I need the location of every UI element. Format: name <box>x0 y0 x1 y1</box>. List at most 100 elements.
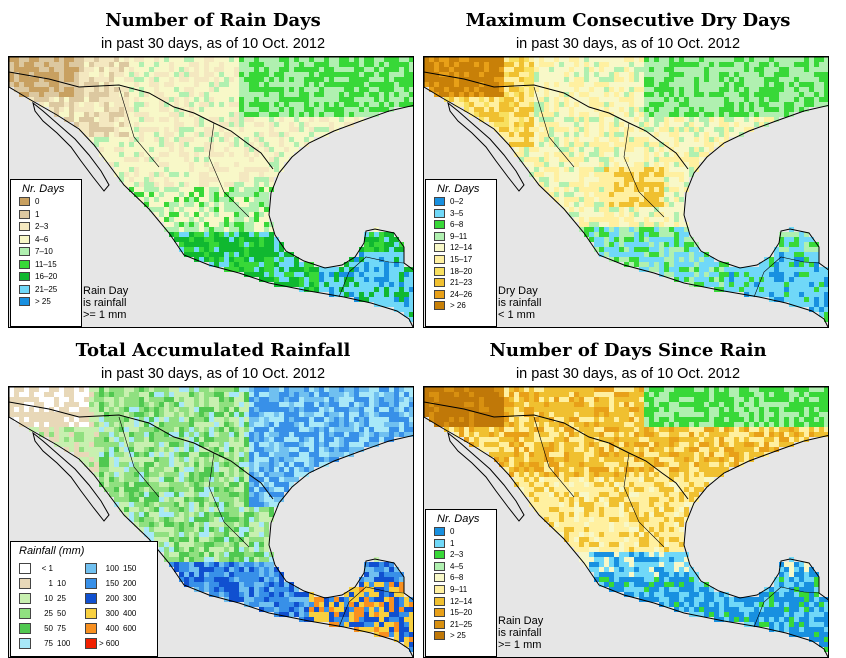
legend-label: 150 <box>105 579 119 588</box>
note-line: >= 1 mm <box>498 639 542 651</box>
map-dry-days: Nr. Days 0–2 3–5 6–8 9–11 12–14 15–17 18–20 21–… <box>423 56 829 328</box>
legend-label: 11–15 <box>35 259 57 269</box>
legend-swatch <box>19 297 30 306</box>
legend-swatch <box>19 272 30 281</box>
legend-swatch <box>19 593 31 604</box>
legend-label: 4–6 <box>35 234 49 244</box>
legend: Nr. Days 0 1 2–3 4–5 6–8 9–11 12–14 15–20 21–25 >… <box>425 509 497 657</box>
legend-swatch <box>85 623 97 634</box>
state-border <box>533 86 575 168</box>
map-canvas <box>9 387 413 657</box>
legend-label: > 25 <box>35 297 51 306</box>
gulf-of-california <box>447 431 525 522</box>
legend-swatch <box>19 222 30 231</box>
legend-label: 1 <box>48 579 53 588</box>
legend-title: Nr. Days <box>437 183 480 195</box>
legend-swatch <box>85 638 97 649</box>
panel-subtitle: in past 30 days, as of 10 Oct. 2012 <box>515 366 741 382</box>
panel-subtitle: in past 30 days, as of 10 Oct. 2012 <box>100 36 326 52</box>
legend-label: 0–2 <box>450 197 464 206</box>
legend-swatch <box>434 197 445 206</box>
map-canvas <box>424 57 828 327</box>
legend-swatch <box>19 623 31 634</box>
legend-swatch <box>85 593 97 604</box>
state-border <box>338 586 405 628</box>
legend-label: 600 <box>123 624 137 633</box>
legend-label: 1 <box>450 538 455 548</box>
legend-swatch <box>434 255 445 264</box>
gulf-of-california <box>447 101 525 192</box>
note-line: Rain Day <box>498 615 544 627</box>
legend-label: 15–17 <box>450 255 473 264</box>
state-border <box>623 452 665 548</box>
legend-title: Rainfall (mm) <box>19 545 85 557</box>
panel-title: Maximum Consecutive Dry Days <box>465 10 791 31</box>
legend-swatch <box>434 608 445 618</box>
legend-label: 16–20 <box>35 272 58 281</box>
legend-swatch <box>434 550 445 560</box>
legend-label: 25 <box>57 594 66 603</box>
definition-note: Dry Day is rainfall < 1 mm <box>498 285 541 321</box>
country-border <box>424 401 689 500</box>
definition-note: Rain Day is rainfall >= 1 mm <box>498 615 543 651</box>
legend-label: 3–5 <box>450 208 464 218</box>
legend-swatch <box>19 247 30 256</box>
legend-label: 2–3 <box>35 222 49 231</box>
legend-label: 400 <box>123 609 137 618</box>
legend-swatch <box>85 578 97 589</box>
panel-title: Total Accumulated Rainfall <box>75 340 351 361</box>
legend-label: 400 <box>105 624 119 633</box>
country-border <box>9 401 274 500</box>
note-line: < 1 mm <box>498 309 535 321</box>
legend-swatch <box>19 197 30 206</box>
legend-label: 300 <box>123 594 137 603</box>
legend-label: 6–8 <box>450 220 464 230</box>
legend-swatch <box>434 220 445 230</box>
legend-label: 12–14 <box>450 243 473 253</box>
legend-swatch <box>19 209 30 219</box>
legend-label: 2–3 <box>450 550 464 560</box>
legend-label: 150 <box>123 564 137 573</box>
state-border <box>118 86 160 168</box>
note-line: is rainfall <box>498 297 542 309</box>
country-border <box>424 71 689 170</box>
legend-label: < 1 <box>41 564 53 573</box>
legend: Rainfall (mm) < 1 1 10 10 25 25 50 50 75 75 100 100… <box>10 541 158 657</box>
legend-label: 25 <box>44 609 53 618</box>
map-canvas <box>9 57 413 327</box>
legend-label: 100 <box>105 564 119 573</box>
legend: Nr. Days 0–2 3–5 6–8 9–11 12–14 15–17 18–20 21–… <box>425 179 497 327</box>
panel-title: Number of Rain Days <box>105 10 321 31</box>
legend-label: 21–23 <box>450 278 473 288</box>
legend-label: 300 <box>105 609 119 618</box>
state-border <box>533 416 575 498</box>
legend-swatch <box>434 619 445 629</box>
legend-label: 9–11 <box>450 585 468 594</box>
legend-swatch <box>434 631 445 641</box>
note-line: >= 1 mm <box>83 309 127 321</box>
legend-swatch <box>19 563 31 574</box>
legend-label: 21–25 <box>35 284 58 294</box>
legend-label: 0 <box>450 527 455 536</box>
note-line: is rainfall <box>498 627 542 639</box>
legend-label: > 25 <box>450 631 466 641</box>
note-line: is rainfall <box>83 297 127 309</box>
definition-note: Rain Day is rainfall >= 1 mm <box>83 285 128 321</box>
legend-label: 9–11 <box>450 231 468 241</box>
gulf-of-california <box>32 101 110 192</box>
legend-label: 15–20 <box>450 608 473 618</box>
state-border <box>623 122 665 218</box>
legend-label: 10 <box>44 594 53 603</box>
panel-subtitle: in past 30 days, as of 10 Oct. 2012 <box>100 366 326 382</box>
legend: Nr. Days 0 1 2–3 4–6 7–10 11–15 16–20 21–25 > 25 <box>10 179 82 327</box>
legend-swatch <box>434 208 445 218</box>
map-days-since-rain: Nr. Days 0 1 2–3 4–5 6–8 9–11 12–14 15–20 21–25 >… <box>423 386 829 658</box>
legend-swatch <box>434 561 445 571</box>
legend-swatch <box>434 585 445 594</box>
legend-label: 200 <box>105 594 119 603</box>
legend-label: 50 <box>44 624 53 633</box>
legend-label: 0 <box>35 197 40 206</box>
legend-swatch <box>434 596 445 606</box>
legend-title: Nr. Days <box>437 513 480 525</box>
legend-label: 10 <box>57 579 66 588</box>
